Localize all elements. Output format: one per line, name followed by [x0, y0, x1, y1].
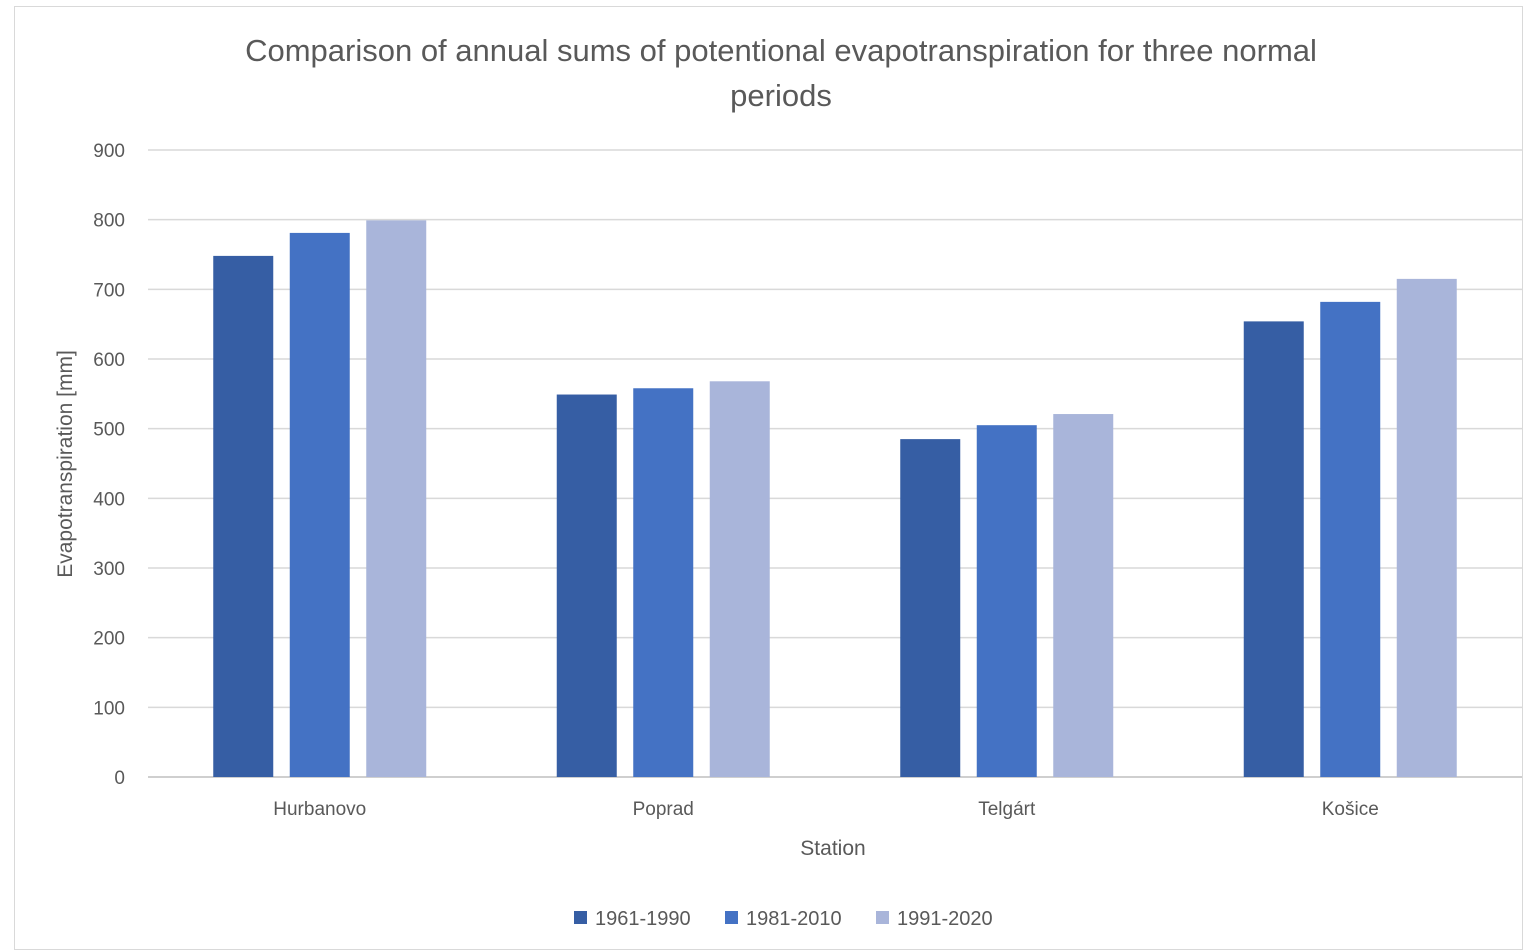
chart-title: Comparison of annual sums of potentional…: [245, 33, 1317, 113]
bar: [633, 388, 694, 777]
y-tick-label: 300: [93, 559, 125, 580]
legend-swatch: [574, 911, 587, 924]
bar: [900, 439, 961, 777]
chart-title-line-1: Comparison of annual sums of potentional…: [245, 33, 1317, 68]
y-tick-label: 900: [93, 141, 125, 162]
y-tick-label: 100: [93, 698, 125, 719]
x-tick-label: Hurbanovo: [273, 799, 366, 820]
y-axis-ticks: 0 100 200 300 400 500 600 700 800 900: [93, 141, 125, 789]
chart-title-line-2: periods: [730, 78, 832, 113]
bar: [709, 381, 770, 777]
legend-label: 1961-1990: [595, 908, 691, 930]
gridlines: [148, 149, 1522, 778]
bar: [1320, 301, 1381, 777]
y-tick-label: 0: [114, 768, 125, 789]
bar: [1396, 278, 1457, 777]
legend-label: 1991-2020: [897, 908, 993, 930]
y-tick-label: 500: [93, 420, 125, 441]
y-tick-label: 600: [93, 350, 125, 371]
legend-label: 1981-2010: [746, 908, 842, 930]
bar: [556, 394, 617, 777]
bar: [1243, 321, 1304, 777]
legend: 1961-1990 1981-2010 1991-2020: [574, 908, 993, 930]
y-tick-label: 200: [93, 629, 125, 650]
y-axis-title: Evapotranspiration [mm]: [54, 350, 77, 578]
bar: [976, 425, 1037, 777]
x-tick-label: Košice: [1322, 799, 1379, 820]
y-tick-label: 400: [93, 489, 125, 510]
bar: [213, 255, 274, 778]
bar: [289, 232, 350, 778]
x-axis-title: Station: [800, 837, 865, 860]
x-tick-label: Poprad: [633, 799, 694, 820]
bar: [366, 220, 427, 777]
bar: [1053, 414, 1114, 777]
legend-swatch: [876, 911, 889, 924]
y-tick-label: 800: [93, 211, 125, 232]
x-axis-ticks: Hurbanovo Poprad Telgárt Košice: [273, 799, 1378, 820]
bars: [213, 220, 1457, 778]
y-tick-label: 700: [93, 280, 125, 301]
legend-swatch: [725, 911, 738, 924]
x-tick-label: Telgárt: [978, 799, 1036, 820]
